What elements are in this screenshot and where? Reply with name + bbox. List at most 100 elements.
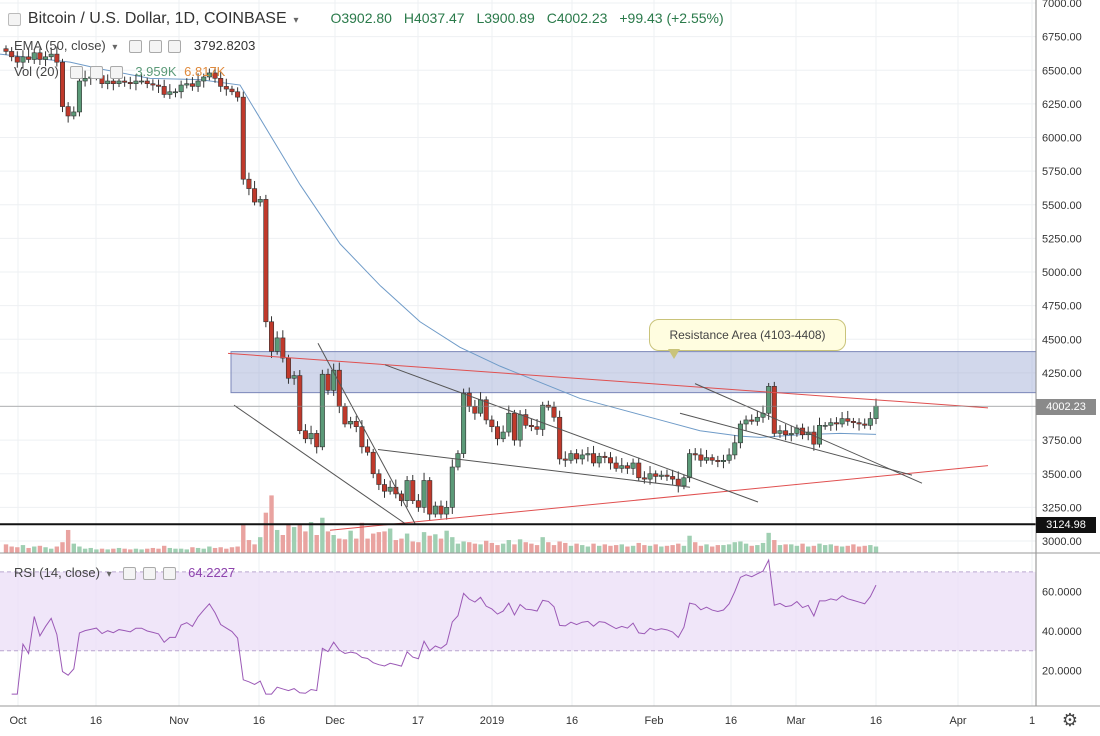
candle-body bbox=[82, 78, 88, 82]
rsi-label[interactable]: RSI (14, close) bbox=[14, 565, 100, 580]
candle-body bbox=[817, 425, 823, 445]
volume-bar bbox=[743, 543, 749, 553]
volume-bar bbox=[9, 546, 14, 553]
y-tick-label: 5500.00 bbox=[1042, 200, 1082, 212]
candle-body bbox=[624, 465, 630, 469]
volume-bar bbox=[303, 531, 308, 553]
candle-body bbox=[26, 56, 32, 60]
volume-bar bbox=[591, 543, 596, 553]
candle-body bbox=[732, 442, 738, 456]
volume-bar bbox=[653, 544, 658, 553]
candle-body bbox=[223, 86, 229, 90]
volume-bar bbox=[48, 548, 54, 553]
candle-body bbox=[494, 426, 500, 440]
vol-label[interactable]: Vol (20) bbox=[14, 64, 59, 79]
volume-bar bbox=[438, 538, 444, 553]
volume-bar bbox=[348, 530, 353, 553]
candle-body bbox=[528, 425, 534, 427]
close-icon[interactable] bbox=[168, 40, 182, 54]
volume-bar bbox=[201, 548, 206, 553]
candle-body bbox=[636, 462, 642, 479]
candle-body bbox=[726, 454, 732, 461]
ema-label[interactable]: EMA (50, close) bbox=[14, 38, 106, 53]
volume-bar bbox=[235, 546, 240, 553]
volume-bar bbox=[195, 547, 201, 553]
rsi-band bbox=[0, 571, 1036, 651]
candle-body bbox=[602, 455, 608, 458]
ohlc-open: O3902.80 bbox=[330, 10, 392, 26]
volume-bar bbox=[308, 522, 314, 553]
ema-legend: EMA (50, close) ▾ 3792.8203 bbox=[14, 38, 255, 54]
volume-bar bbox=[715, 545, 721, 553]
x-tick-label: 16 bbox=[566, 715, 578, 727]
collapse-icon[interactable] bbox=[8, 12, 21, 26]
volume-bar bbox=[602, 544, 608, 553]
volume-bar bbox=[229, 547, 235, 553]
chevron-down-icon[interactable]: ▾ bbox=[293, 15, 299, 26]
trend-line-grey-6 bbox=[679, 412, 913, 476]
candle-body bbox=[178, 84, 184, 93]
candle-body bbox=[585, 453, 591, 456]
candle-body bbox=[54, 53, 60, 63]
x-tick-label: Mar bbox=[787, 715, 806, 727]
y-tick-label: 6500.00 bbox=[1042, 65, 1082, 77]
candle-body bbox=[500, 431, 506, 440]
chart-header: Bitcoin / U.S. Dollar, 1D, COINBASE ▾ O3… bbox=[8, 10, 724, 28]
candle-body bbox=[161, 86, 167, 95]
chevron-down-icon[interactable]: ▾ bbox=[106, 569, 112, 580]
close-icon[interactable] bbox=[109, 66, 123, 80]
candles bbox=[3, 45, 879, 521]
close-icon[interactable] bbox=[162, 567, 176, 581]
volume-bar bbox=[224, 548, 229, 553]
y-tick-label: 3500.00 bbox=[1042, 469, 1082, 481]
x-tick-label: 17 bbox=[412, 715, 424, 727]
y-tick-label: 6000.00 bbox=[1042, 133, 1082, 145]
resistance-callout[interactable]: Resistance Area (4103-4408) bbox=[649, 319, 846, 351]
volume-bar bbox=[568, 545, 574, 553]
settings-gear-icon[interactable]: ⚙ bbox=[1061, 710, 1078, 730]
candle-body bbox=[811, 431, 817, 445]
volume-bar bbox=[82, 548, 88, 553]
ema-line bbox=[0, 53, 877, 438]
rsi-tick-label: 60.0000 bbox=[1042, 587, 1082, 599]
volume-bar bbox=[15, 547, 20, 553]
candle-body bbox=[150, 83, 156, 86]
vol-value-1: 3.959K bbox=[135, 64, 177, 79]
volume-bar bbox=[450, 537, 455, 553]
volume-bar bbox=[551, 545, 557, 553]
candle-body bbox=[749, 419, 755, 422]
candle-body bbox=[444, 507, 450, 515]
gear-icon[interactable] bbox=[90, 66, 104, 80]
volume-bar bbox=[546, 542, 551, 553]
candle-body bbox=[867, 418, 873, 426]
candle-body bbox=[489, 419, 495, 427]
volume-bar bbox=[670, 545, 675, 553]
candle-body bbox=[771, 386, 777, 434]
eye-icon[interactable] bbox=[123, 567, 137, 581]
candle-body bbox=[562, 458, 568, 461]
candle-body bbox=[122, 80, 128, 83]
gear-icon[interactable] bbox=[142, 567, 156, 581]
volume-bar bbox=[3, 544, 9, 553]
candle-body bbox=[692, 453, 698, 456]
candle-body bbox=[788, 433, 794, 436]
volume-bar bbox=[817, 543, 822, 553]
symbol-title[interactable]: Bitcoin / U.S. Dollar, 1D, COINBASE bbox=[27, 10, 287, 27]
volume-bar bbox=[523, 542, 528, 553]
volume-bar bbox=[783, 544, 788, 553]
y-tick-label: 7000.00 bbox=[1042, 0, 1082, 10]
volume-bar bbox=[291, 527, 297, 553]
gear-icon[interactable] bbox=[148, 40, 162, 54]
eye-icon[interactable] bbox=[70, 66, 84, 80]
candle-body bbox=[647, 473, 653, 480]
eye-icon[interactable] bbox=[129, 40, 143, 54]
candle-body bbox=[37, 52, 43, 60]
candle-body bbox=[766, 386, 772, 414]
candle-body bbox=[681, 477, 687, 487]
rsi-panel bbox=[0, 558, 1036, 695]
x-tick-label: Oct bbox=[9, 715, 26, 727]
chevron-down-icon[interactable]: ▾ bbox=[112, 42, 118, 53]
candle-body bbox=[59, 61, 65, 107]
candle-body bbox=[297, 375, 303, 432]
candle-body bbox=[472, 406, 478, 414]
